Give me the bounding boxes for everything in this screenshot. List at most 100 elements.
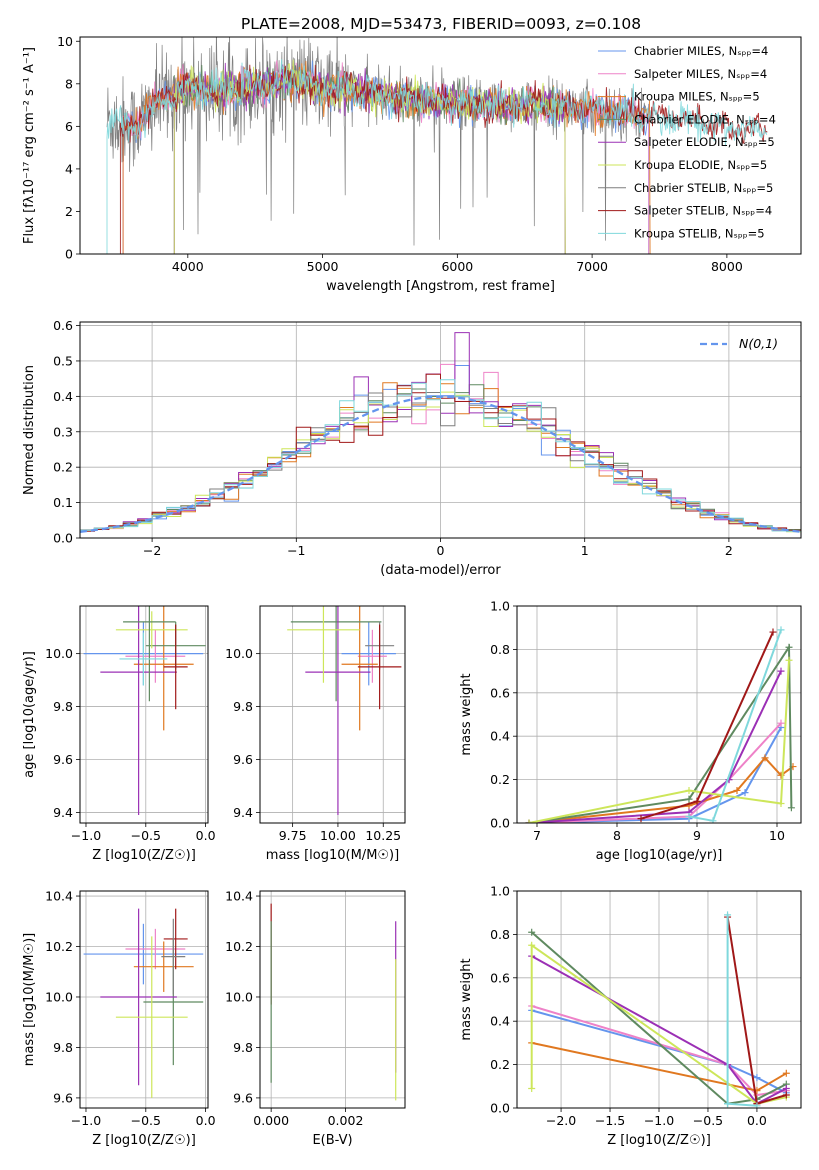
x-tick-label: 0.000 xyxy=(253,1113,289,1128)
y-tick-label: 10.2 xyxy=(45,939,73,954)
y-tick-label: 2 xyxy=(65,204,73,219)
data-point-marker xyxy=(733,786,741,794)
chart-title: PLATE=2008, MJD=53473, FIBERID=0093, z=0… xyxy=(241,15,641,33)
x-tick-label: −2.0 xyxy=(546,1113,576,1128)
x-tick-label: 10.00 xyxy=(320,828,356,843)
mass-weight-line xyxy=(528,722,782,823)
plot-area xyxy=(287,606,402,816)
panel-1: −2 −1 0 1 2 0.0 0.1 0.2 0.3 0.4 0.5 0.6 (data-model)… xyxy=(22,318,802,578)
data-point-marker xyxy=(753,1074,761,1082)
y-tick-label: 0.0 xyxy=(53,531,73,546)
mass-weight-line xyxy=(640,631,774,820)
axes-frame xyxy=(516,605,802,824)
x-tick-label: 9.75 xyxy=(279,828,307,843)
legend-label: Chabrier STELIB, Nₛₚₚ=5 xyxy=(634,181,773,195)
x-tick-label: 0.002 xyxy=(328,1113,364,1128)
y-tick-label: 0.0 xyxy=(490,1101,510,1116)
data-point-marker xyxy=(785,643,793,651)
panel-4: 7 8 9 10 0.0 0.2 0.4 0.6 0.8 1.0 age [log10(age/yr… xyxy=(459,599,802,863)
axes-frame xyxy=(259,605,406,824)
mass-weight-line xyxy=(531,931,787,1105)
data-point-marker xyxy=(528,941,536,949)
x-axis-label: age [log10(age/yr)] xyxy=(596,848,723,863)
x-tick-label: 7 xyxy=(533,828,541,843)
x-tick-label: 0.0 xyxy=(747,1113,767,1128)
y-axis-label: age [log10(age/yr)] xyxy=(22,651,37,778)
y-tick-label: 9.4 xyxy=(53,805,73,820)
x-tick-label: 2 xyxy=(725,543,733,558)
x-axis-label: (data-model)/error xyxy=(380,563,501,578)
y-tick-label: 6 xyxy=(65,119,73,134)
data-point-marker xyxy=(753,1102,761,1108)
legend-label: Chabrier ELODIE, Nₛₚₚ=4 xyxy=(634,112,776,126)
y-tick-label: 0.8 xyxy=(490,927,510,942)
y-tick-label: 0.6 xyxy=(490,970,510,985)
model-line-kroupa-stelib xyxy=(106,59,768,254)
y-tick-label: 1.0 xyxy=(490,599,510,614)
panel-0: 4000 5000 6000 7000 8000 0 2 4 6 8 10 wavelength [A… xyxy=(22,34,802,294)
y-axis-label: Normed distribution xyxy=(22,365,37,495)
x-tick-label: 9 xyxy=(693,828,701,843)
panel-2: −1.0 −0.5 0.0 9.4 9.6 9.8 10.0 Z [log10(Z/Z☉)] a… xyxy=(22,605,216,863)
axes-frame xyxy=(516,890,802,1109)
y-tick-label: 10.4 xyxy=(45,889,73,904)
x-tick-label: −1.0 xyxy=(71,1113,101,1128)
data-point-marker xyxy=(685,786,693,794)
y-tick-label: 0.4 xyxy=(53,389,73,404)
x-tick-label: −1.0 xyxy=(71,828,101,843)
data-point-marker xyxy=(637,815,645,823)
panel-5: −1.0 −0.5 0.0 9.6 9.8 10.0 10.2 10.4 Z [log10(Z/… xyxy=(22,889,216,1148)
legend-label: Salpeter ELODIE, Nₛₚₚ=5 xyxy=(634,135,775,149)
legend-label: Salpeter STELIB, Nₛₚₚ=4 xyxy=(634,204,772,218)
data-point-marker xyxy=(777,667,785,675)
y-tick-label: 1.0 xyxy=(490,884,510,899)
x-tick-label: −2 xyxy=(143,543,161,558)
x-tick-label: 8 xyxy=(613,828,621,843)
grid-lines xyxy=(517,890,801,1109)
data-point-marker xyxy=(724,1100,732,1108)
x-tick-label: −1.0 xyxy=(644,1113,674,1128)
data-point-marker xyxy=(785,656,793,664)
y-tick-label: 0.4 xyxy=(490,1014,510,1029)
y-axis-label: mass weight xyxy=(459,673,474,755)
normal-pdf-line xyxy=(80,395,801,533)
y-axis-label: Flux [fλ10⁻¹⁷ erg cm⁻² s⁻¹ A⁻¹] xyxy=(22,47,37,244)
y-axis-label: mass [log10(M/M☉)] xyxy=(22,933,37,1066)
data-point-marker xyxy=(777,626,785,634)
x-tick-label: 10 xyxy=(769,828,785,843)
x-tick-label: 5000 xyxy=(307,259,339,274)
plot-area xyxy=(83,908,204,1098)
y-tick-label: 9.8 xyxy=(233,1040,253,1055)
x-tick-label: 6000 xyxy=(441,259,473,274)
data-point-marker xyxy=(787,804,795,812)
axes-frame xyxy=(79,321,802,539)
plot-area xyxy=(525,626,797,823)
y-axis-label: mass weight xyxy=(459,958,474,1040)
y-tick-label: 10.4 xyxy=(225,889,253,904)
y-tick-label: 10.0 xyxy=(45,989,73,1004)
y-tick-label: 4 xyxy=(65,161,73,176)
y-tick-label: 9.6 xyxy=(233,1090,253,1105)
axes-frame xyxy=(79,605,209,824)
y-tick-label: 0.2 xyxy=(53,460,73,475)
grid-lines xyxy=(517,605,801,824)
y-tick-label: 9.6 xyxy=(53,1090,73,1105)
x-axis-label: E(B-V) xyxy=(312,1133,352,1148)
axes-frame xyxy=(259,890,406,1109)
y-tick-label: 10.0 xyxy=(225,646,253,661)
x-tick-label: 0.0 xyxy=(196,828,216,843)
y-tick-label: 9.8 xyxy=(53,1040,73,1055)
panel-3: 9.75 10.00 10.25 9.4 9.6 9.8 10.0 mass [log10(M… xyxy=(225,605,406,863)
x-tick-label: 0 xyxy=(437,543,445,558)
data-point-marker xyxy=(528,1084,536,1092)
x-tick-label: 7000 xyxy=(576,259,608,274)
plot-area xyxy=(528,911,790,1108)
x-tick-label: −1.5 xyxy=(595,1113,625,1128)
legend-label: Kroupa MILES, Nₛₚₚ=5 xyxy=(634,90,760,104)
y-tick-label: 0.0 xyxy=(490,816,510,831)
y-tick-label: 0.6 xyxy=(53,318,73,333)
legend-label: N(0,1) xyxy=(739,336,778,351)
data-point-marker xyxy=(777,799,785,807)
legend-label: Salpeter MILES, Nₛₚₚ=4 xyxy=(634,67,767,81)
